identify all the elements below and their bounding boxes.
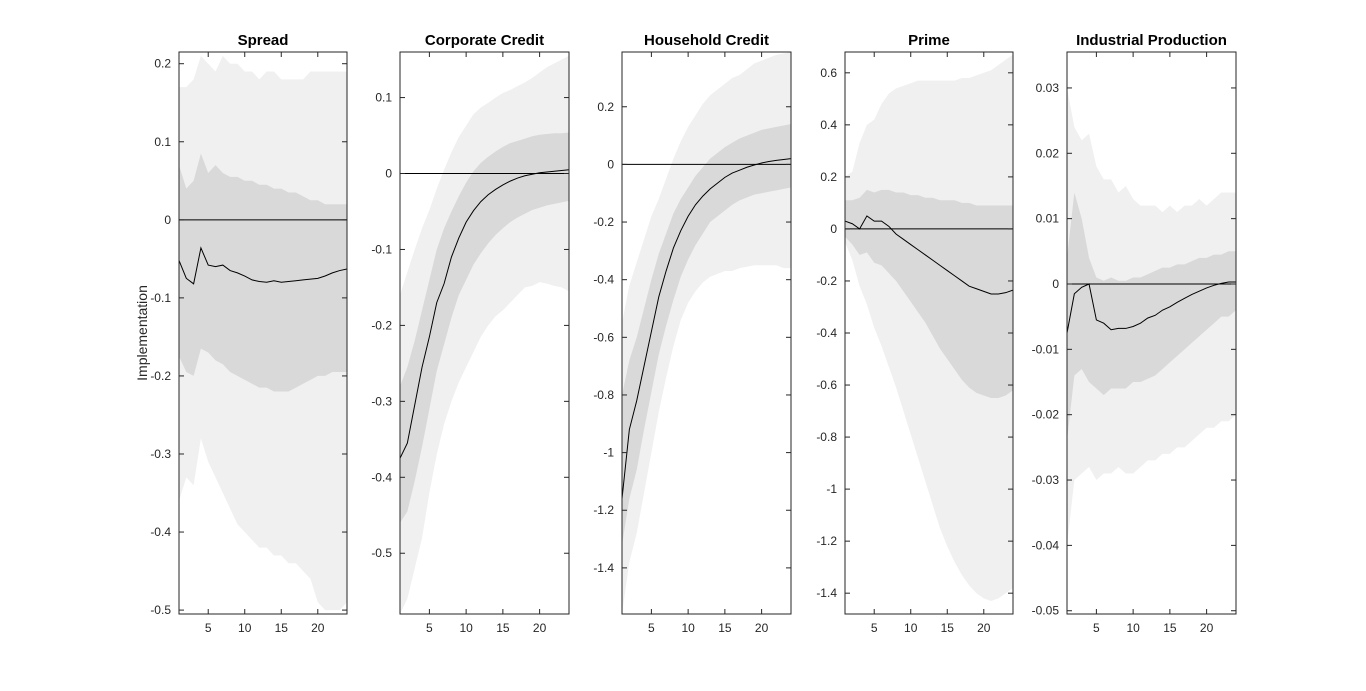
x-tick-label: 10 [681,621,695,635]
series-line [1067,281,1236,334]
y-tick-label: -0.6 [593,330,614,344]
y-tick-label: 0.02 [1036,146,1060,160]
y-tick-label: -0.04 [1032,538,1060,552]
y-tick-label: -1.4 [593,561,614,575]
plot-area-4 [1067,87,1236,546]
y-tick-label: -0.5 [150,603,171,617]
panel-4: 0.03 0.02 0.01 0 -0.01 -0.02 -0.03 -0.04 -0.05 5 1… [1032,32,1237,635]
y-tick-label: -0.4 [371,470,392,484]
y-tick-label: -0.3 [371,394,392,408]
y-tick-label: 0 [830,222,837,236]
y-tick-label: 0.4 [820,118,837,132]
series-line [622,158,791,499]
panel-title: Household Credit [644,32,769,49]
y-tick-label: -0.8 [816,430,837,444]
y-tick-label: -0.02 [1032,408,1060,422]
plot-area-0 [179,55,347,611]
y-tick-label: 0.03 [1036,81,1060,95]
axes-box [621,51,792,615]
y-tick-label: 0 [1052,277,1059,291]
y-tick-label: 0.1 [375,91,392,105]
y-tick-label: -1 [603,446,614,460]
x-tick-label: 20 [1200,621,1214,635]
y-tick-label: 0.6 [820,66,837,80]
y-tick-label: -0.2 [371,318,392,332]
x-tick-label: 10 [459,621,473,635]
y-tick-label: 0.2 [597,100,614,114]
y-tick-label: -1.2 [593,503,614,517]
band-inner [622,124,791,545]
y-tick-label: -1.2 [816,534,837,548]
plot-area-3 [845,54,1013,601]
x-tick-label: 10 [904,621,918,635]
panel-2: 0.2 0 -0.2 -0.4 -0.6 -0.8 -1 -1.2 -1.4 5 10 15 20 Hou… [593,32,792,635]
y-tick-label: 0.2 [820,170,837,184]
axes-box [178,51,348,615]
y-tick-label: -0.8 [593,388,614,402]
x-tick-label: 5 [1093,621,1100,635]
x-tick-label: 15 [718,621,732,635]
series-line [400,169,569,459]
series-line [845,215,1013,295]
plot-area-1 [400,55,569,614]
x-tick-label: 5 [871,621,878,635]
panel-1: 0.1 0 -0.1 -0.2 -0.3 -0.4 -0.5 5 10 15 20 Corporate… [371,32,570,635]
y-tick-label: -1.4 [816,586,837,600]
x-tick-label: 5 [205,621,212,635]
x-tick-label: 15 [1163,621,1177,635]
y-tick-label: -0.4 [593,273,614,287]
band-inner [179,153,347,392]
x-tick-label: 15 [275,621,289,635]
panel-title: Spread [238,32,289,49]
y-tick-label: -0.01 [1032,342,1060,356]
x-tick-label: 20 [311,621,325,635]
x-tick-label: 20 [755,621,769,635]
y-tick-label: -0.1 [150,291,171,305]
x-tick-label: 20 [533,621,547,635]
x-tick-label: 20 [977,621,991,635]
axes-box [1066,51,1237,615]
y-tick-label: -0.4 [150,525,171,539]
x-tick-label: 10 [1126,621,1140,635]
y-tick-label: -0.4 [816,326,837,340]
panel-title: Corporate Credit [425,32,544,49]
axes-box [399,51,570,615]
plot-area-2 [622,52,791,614]
y-tick-label: 0 [164,213,171,227]
panel-3: 0.6 0.4 0.2 0 -0.2 -0.4 -0.6 -0.8 -1 -1.2 -1.4 5 10 1… [816,32,1014,635]
y-tick-label: 0 [385,167,392,181]
y-tick-label: 0.01 [1036,212,1060,226]
y-tick-label: -0.2 [593,215,614,229]
series-line [179,246,347,285]
y-tick-label: -0.5 [371,546,392,560]
y-tick-label: -0.05 [1032,604,1060,618]
y-tick-label: -0.2 [816,274,837,288]
y-tick-label: 0 [607,157,614,171]
y-axis-label: Implementation [134,285,150,381]
x-tick-label: 5 [648,621,655,635]
y-tick-label: -0.2 [150,369,171,383]
y-tick-label: -0.1 [371,242,392,256]
x-tick-label: 15 [941,621,955,635]
x-tick-label: 15 [496,621,510,635]
y-tick-label: -0.3 [150,447,171,461]
y-tick-label: 0.2 [154,57,171,71]
y-tick-label: -0.03 [1032,473,1060,487]
y-tick-label: -1 [826,482,837,496]
x-tick-label: 10 [238,621,252,635]
y-tick-label: -0.6 [816,378,837,392]
panel-0: 0.2 0.1 0 -0.1 -0.2 -0.3 -0.4 -0.5 5 10 15 20 Spread [150,32,348,635]
x-tick-label: 5 [426,621,433,635]
band-inner [845,189,1013,399]
y-tick-label: 0.1 [154,135,171,149]
panels: 0.2 0.1 0 -0.1 -0.2 -0.3 -0.4 -0.5 5 10 15 20 Spread… [150,32,1237,635]
panel-title: Prime [908,32,950,49]
panel-title: Industrial Production [1076,32,1227,49]
